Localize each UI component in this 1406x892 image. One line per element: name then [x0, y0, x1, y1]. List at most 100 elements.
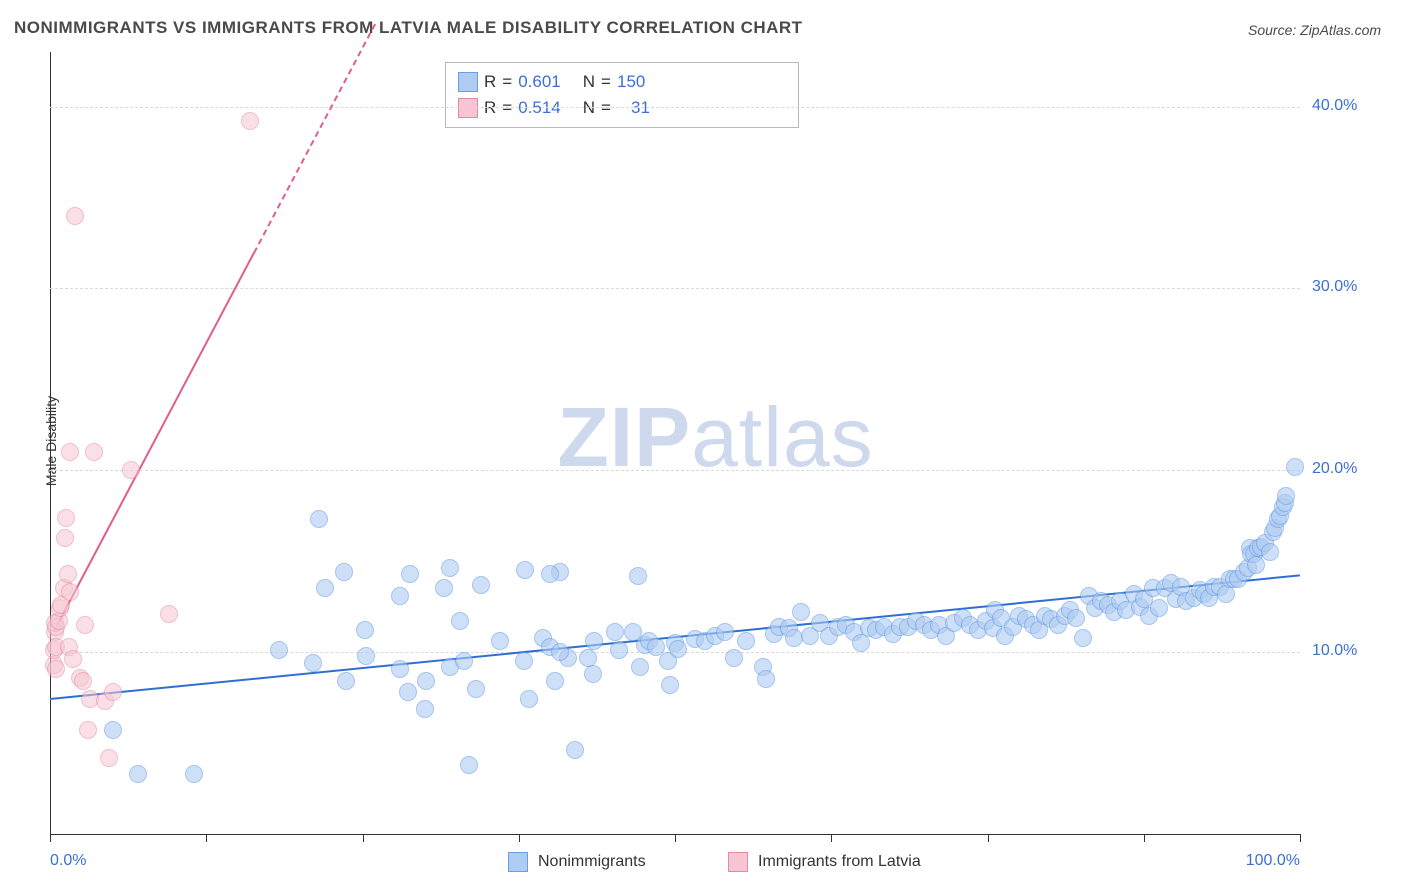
x-tick — [206, 834, 207, 842]
data-point-nonimmigrants — [725, 649, 743, 667]
data-point-immigrants — [57, 509, 75, 527]
chart-title: NONIMMIGRANTS VS IMMIGRANTS FROM LATVIA … — [14, 18, 803, 38]
scatter-plot — [50, 52, 1300, 834]
stat-r-label: R — [484, 72, 496, 92]
x-tick-label: 0.0% — [50, 852, 86, 870]
data-point-immigrants — [100, 749, 118, 767]
data-point-nonimmigrants — [391, 660, 409, 678]
data-point-nonimmigrants — [585, 632, 603, 650]
data-point-nonimmigrants — [401, 565, 419, 583]
data-point-nonimmigrants — [631, 658, 649, 676]
data-point-nonimmigrants — [541, 565, 559, 583]
x-tick-label: 100.0% — [1230, 852, 1300, 870]
data-point-immigrants — [160, 605, 178, 623]
data-point-nonimmigrants — [399, 683, 417, 701]
data-point-nonimmigrants — [1277, 487, 1295, 505]
x-tick — [1300, 834, 1301, 842]
data-point-immigrants — [104, 683, 122, 701]
x-tick — [363, 834, 364, 842]
source-attribution: Source: ZipAtlas.com — [1248, 22, 1381, 38]
data-point-immigrants — [74, 672, 92, 690]
data-point-immigrants — [76, 616, 94, 634]
y-tick-label: 40.0% — [1312, 97, 1357, 115]
data-point-nonimmigrants — [416, 700, 434, 718]
y-axis-label: Male Disability — [43, 396, 59, 486]
data-point-nonimmigrants — [515, 652, 533, 670]
data-point-nonimmigrants — [472, 576, 490, 594]
x-tick — [50, 834, 51, 842]
data-point-nonimmigrants — [335, 563, 353, 581]
data-point-nonimmigrants — [661, 676, 679, 694]
data-point-nonimmigrants — [606, 623, 624, 641]
data-point-nonimmigrants — [455, 652, 473, 670]
swatch-nonimmigrants — [458, 72, 478, 92]
data-point-nonimmigrants — [1261, 543, 1279, 561]
bottom-legend-nonimmigrants: Nonimmigrants — [508, 852, 646, 872]
stat-n-value-2: 31 — [617, 98, 650, 118]
data-point-nonimmigrants — [467, 680, 485, 698]
data-point-nonimmigrants — [584, 665, 602, 683]
legend-stats-row-2: R = 0.514 N = 31 — [458, 95, 786, 121]
bottom-legend-label-1: Nonimmigrants — [538, 853, 646, 871]
data-point-immigrants — [85, 443, 103, 461]
legend-stats-row-1: R = 0.601 N = 150 — [458, 69, 786, 95]
data-point-immigrants — [66, 207, 84, 225]
stat-eq4: = — [601, 98, 611, 118]
swatch-immigrants — [458, 98, 478, 118]
data-point-immigrants — [64, 650, 82, 668]
stat-eq3: = — [502, 98, 512, 118]
data-point-immigrants — [59, 565, 77, 583]
data-point-nonimmigrants — [304, 654, 322, 672]
data-point-immigrants — [56, 529, 74, 547]
data-point-nonimmigrants — [647, 638, 665, 656]
gridline-h — [50, 107, 1300, 108]
data-point-nonimmigrants — [1247, 556, 1265, 574]
bottom-legend-immigrants: Immigrants from Latvia — [728, 852, 921, 872]
y-axis-line — [50, 52, 51, 834]
data-point-nonimmigrants — [391, 587, 409, 605]
data-point-immigrants — [61, 443, 79, 461]
stat-n-label: N — [583, 72, 595, 92]
y-tick-label: 20.0% — [1312, 460, 1357, 478]
stat-eq: = — [502, 72, 512, 92]
x-tick — [831, 834, 832, 842]
data-point-nonimmigrants — [579, 649, 597, 667]
data-point-nonimmigrants — [610, 641, 628, 659]
stat-n-label2: N — [583, 98, 595, 118]
data-point-nonimmigrants — [716, 623, 734, 641]
source-label: Source: — [1248, 22, 1296, 38]
data-point-immigrants — [47, 660, 65, 678]
stat-eq2: = — [601, 72, 611, 92]
data-point-nonimmigrants — [551, 643, 569, 661]
data-point-immigrants — [241, 112, 259, 130]
data-point-nonimmigrants — [357, 647, 375, 665]
gridline-h — [50, 288, 1300, 289]
x-tick — [519, 834, 520, 842]
data-point-nonimmigrants — [129, 765, 147, 783]
x-tick — [988, 834, 989, 842]
data-point-nonimmigrants — [669, 640, 687, 658]
x-tick — [1144, 834, 1145, 842]
data-point-nonimmigrants — [104, 721, 122, 739]
data-point-nonimmigrants — [1286, 458, 1304, 476]
swatch-immigrants-bottom — [728, 852, 748, 872]
stat-r-label2: R — [484, 98, 496, 118]
data-point-nonimmigrants — [1074, 629, 1092, 647]
stat-n-value-1: 150 — [617, 72, 645, 92]
legend-stats-box: R = 0.601 N = 150 R = 0.514 N = 31 — [445, 62, 799, 128]
stat-r-value-1: 0.601 — [518, 72, 561, 92]
data-point-nonimmigrants — [629, 567, 647, 585]
data-point-nonimmigrants — [460, 756, 478, 774]
stat-r-value-2: 0.514 — [518, 98, 561, 118]
bottom-legend-label-2: Immigrants from Latvia — [758, 853, 921, 871]
data-point-immigrants — [79, 721, 97, 739]
source-site: ZipAtlas.com — [1300, 22, 1381, 38]
data-point-immigrants — [61, 583, 79, 601]
y-tick-label: 10.0% — [1312, 642, 1357, 660]
data-point-nonimmigrants — [270, 641, 288, 659]
data-point-nonimmigrants — [785, 629, 803, 647]
swatch-nonimmigrants-bottom — [508, 852, 528, 872]
x-tick — [675, 834, 676, 842]
data-point-nonimmigrants — [1067, 609, 1085, 627]
gridline-h — [50, 470, 1300, 471]
